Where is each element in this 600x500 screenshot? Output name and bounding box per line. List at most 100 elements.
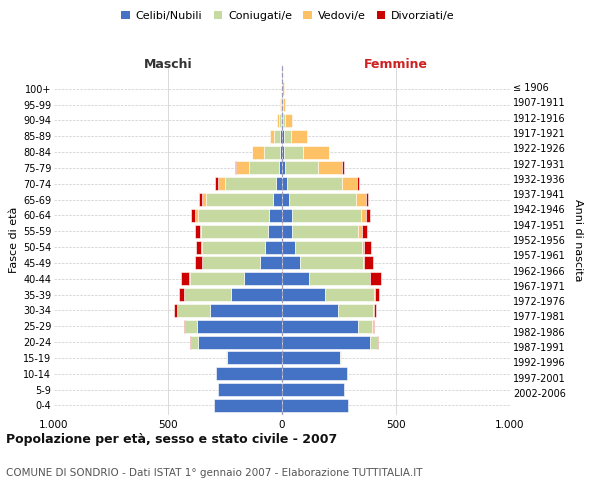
Bar [206,193,273,206]
Bar [282,383,344,396]
Bar [214,399,282,412]
Text: COMUNE DI SONDRIO - Dati ISTAT 1° gennaio 2007 - Elaborazione TUTTITALIA.IT: COMUNE DI SONDRIO - Dati ISTAT 1° gennai… [6,468,422,477]
Bar [184,320,185,333]
Bar [325,288,374,301]
Bar [282,193,289,206]
Bar [358,225,362,238]
Bar [282,98,283,111]
Bar [218,178,225,190]
Y-axis label: Anni di nascita: Anni di nascita [572,198,583,281]
Bar [290,130,307,143]
Bar [230,288,282,301]
Bar [218,383,282,396]
Bar [340,352,341,364]
Bar [373,320,374,333]
Bar [282,399,348,412]
Bar [282,178,287,190]
Bar [197,320,282,333]
Bar [282,304,338,317]
Bar [253,146,264,158]
Bar [197,209,269,222]
Bar [270,130,274,143]
Bar [196,209,197,222]
Bar [265,240,282,254]
Bar [357,178,359,190]
Y-axis label: Fasce di età: Fasce di età [8,207,19,273]
Bar [286,162,319,174]
Bar [282,146,284,158]
Bar [282,240,295,254]
Bar [302,146,329,158]
Bar [282,162,286,174]
Bar [226,352,227,364]
Bar [370,272,382,285]
Bar [282,320,358,333]
Bar [292,209,361,222]
Text: Popolazione per età, sesso e stato civile - 2007: Popolazione per età, sesso e stato civil… [6,432,337,446]
Bar [277,114,278,127]
Bar [282,225,292,238]
Bar [292,225,358,238]
Bar [358,320,372,333]
Bar [338,304,373,317]
Bar [342,178,357,190]
Bar [374,304,376,317]
Bar [201,225,268,238]
Bar [264,146,280,158]
Bar [364,256,373,270]
Text: Maschi: Maschi [143,58,193,71]
Bar [225,178,277,190]
Bar [287,178,342,190]
Bar [310,272,370,285]
Bar [197,336,282,348]
Bar [227,352,282,364]
Bar [278,114,281,127]
Bar [235,162,236,174]
Bar [280,130,282,143]
Bar [362,240,364,254]
Bar [366,209,370,222]
Bar [363,256,364,270]
Bar [283,114,286,127]
Bar [282,130,284,143]
Bar [199,193,202,206]
Text: Femmine: Femmine [364,58,428,71]
Bar [295,240,362,254]
Bar [283,82,284,95]
Bar [300,256,363,270]
Bar [278,162,282,174]
Bar [191,336,197,348]
Bar [283,98,286,111]
Bar [215,178,218,190]
Bar [185,320,197,333]
Bar [184,288,230,301]
Bar [200,225,201,238]
Bar [370,336,377,348]
Bar [280,146,282,158]
Bar [216,368,282,380]
Bar [286,114,292,127]
Bar [179,288,184,301]
Bar [277,178,282,190]
Bar [282,368,347,380]
Bar [365,193,368,206]
Bar [196,225,200,238]
Bar [274,130,280,143]
Bar [210,304,282,317]
Bar [281,98,282,111]
Bar [362,225,367,238]
Bar [343,162,344,174]
Bar [361,209,366,222]
Bar [282,336,370,348]
Bar [282,272,310,285]
Bar [202,256,260,270]
Bar [281,114,282,127]
Bar [202,240,265,254]
Bar [282,352,340,364]
Bar [375,288,379,301]
Bar [191,209,196,222]
Bar [201,240,202,254]
Bar [364,240,371,254]
Bar [196,240,201,254]
Bar [269,209,282,222]
